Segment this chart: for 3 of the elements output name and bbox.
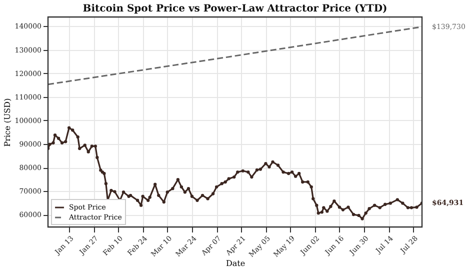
x-axis-title: Date (226, 259, 246, 268)
y-axis-title: Price (USD) (2, 98, 12, 147)
chart-title: Bitcoin Spot Price vs Power-Law Attractor Price (YTD) (82, 3, 388, 14)
